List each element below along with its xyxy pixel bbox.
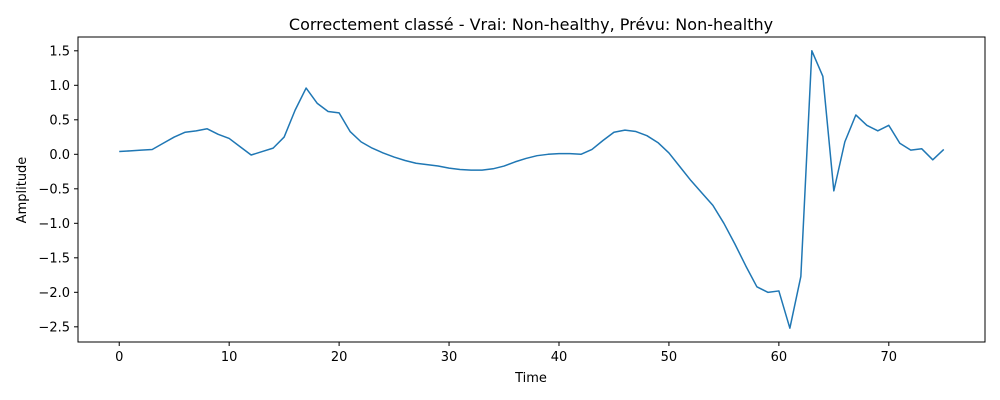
x-tick-label: 70	[881, 350, 898, 365]
y-axis: 1.5 1.0 0.5 0.0 −0.5 −1.0 −1.5 −2.0 −2.5	[38, 44, 78, 335]
y-tick-label: 1.0	[49, 79, 70, 94]
y-tick-label: −0.5	[38, 182, 70, 197]
x-tick-label: 30	[441, 350, 458, 365]
y-tick-label: 1.5	[49, 44, 70, 59]
x-tick-label: 50	[661, 350, 678, 365]
x-tick-label: 60	[771, 350, 788, 365]
y-axis-label: Amplitude	[15, 157, 30, 224]
chart-title: Correctement classé - Vrai: Non-healthy,…	[289, 15, 773, 34]
y-tick-label: 0.5	[49, 113, 70, 128]
plot-area	[119, 50, 945, 329]
x-axis-label: Time	[514, 371, 547, 386]
y-tick-label: 0.0	[49, 148, 70, 163]
series-line	[119, 50, 945, 329]
x-tick-label: 0	[115, 350, 123, 365]
y-tick-label: −2.0	[38, 286, 70, 301]
x-tick-label: 40	[551, 350, 568, 365]
plot-frame	[77, 36, 986, 343]
x-axis: 0 10 20 30 40 50 60 70	[115, 342, 897, 365]
x-tick-label: 10	[221, 350, 238, 365]
y-tick-label: −1.5	[38, 251, 70, 266]
y-tick-label: −2.5	[38, 320, 70, 335]
x-tick-label: 20	[331, 350, 348, 365]
y-tick-label: −1.0	[38, 217, 70, 232]
